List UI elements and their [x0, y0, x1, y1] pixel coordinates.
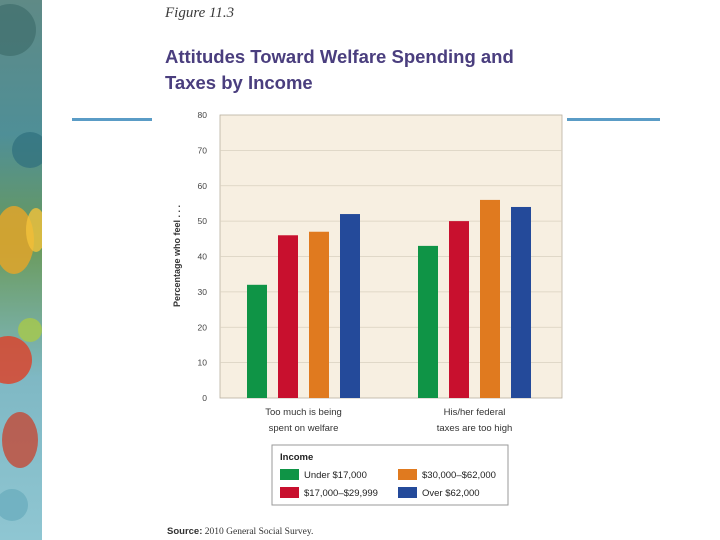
y-tick-label: 50	[198, 216, 208, 226]
y-tick-label: 60	[198, 181, 208, 191]
y-tick-label: 40	[198, 252, 208, 262]
chart-title-line-2: Taxes by Income	[165, 72, 313, 93]
decorative-strip-art	[0, 0, 42, 540]
legend-box	[271, 444, 509, 506]
gridlines	[220, 150, 562, 363]
source-note: Source: 2010 General Social Survey.	[167, 526, 313, 537]
y-tick-label: 80	[198, 110, 208, 120]
y-tick-label: 20	[198, 322, 208, 332]
chart-title: Attitudes Toward Welfare Spending and Ta…	[165, 44, 585, 96]
bar--17-000-29-999-0	[278, 235, 298, 398]
legend-swatch	[398, 469, 417, 480]
legend-swatch	[398, 487, 417, 498]
category-label: spent on welfare	[269, 423, 339, 434]
bars	[247, 199, 531, 398]
legend: Income Under $17,000 $30,000–$62,000 $17,0…	[271, 444, 509, 506]
decorative-side-strip	[0, 0, 42, 540]
figure-label: Figure 11.3	[165, 5, 235, 21]
bar--30-000-62-000-0	[309, 231, 329, 398]
chart-title-line-1: Attitudes Toward Welfare Spending and	[165, 46, 514, 67]
source-text: 2010 General Social Survey.	[204, 527, 314, 537]
category-label: His/her federal	[444, 407, 506, 418]
y-tick-label: 30	[198, 287, 208, 297]
y-axis-label: Percentage who feel . . .	[172, 205, 182, 307]
source-label: Source:	[167, 526, 203, 537]
bar--17-000-29-999-1	[449, 221, 469, 398]
y-axis-ticks: 0 10 20 30 40 50 60 70 80	[198, 110, 208, 403]
y-tick-label: 70	[198, 145, 208, 155]
legend-items: Under $17,000 $30,000–$62,000 $17,000–$29,…	[280, 469, 496, 499]
bar--30-000-62-000-1	[480, 199, 500, 398]
legend-label: $17,000–$29,999	[304, 488, 378, 499]
decorative-rule-right	[567, 118, 660, 121]
y-tick-label: 0	[202, 393, 207, 403]
bar-under-17-000-1	[418, 245, 438, 398]
legend-title: Income	[280, 452, 313, 463]
legend-swatch	[280, 487, 299, 498]
legend-label: $30,000–$62,000	[422, 470, 496, 481]
bar-over-62-000-1	[511, 206, 531, 398]
legend-swatch	[280, 469, 299, 480]
category-label: taxes are too high	[437, 423, 513, 434]
category-label: Too much is being	[265, 407, 342, 418]
legend-label: Over $62,000	[422, 488, 480, 499]
x-axis-category-labels: Too much is being spent on welfare His/her…	[265, 407, 512, 434]
bar-under-17-000-0	[247, 284, 267, 398]
legend-label: Under $17,000	[304, 470, 367, 481]
bar-over-62-000-0	[340, 214, 360, 398]
decorative-rule-left	[72, 118, 152, 121]
y-tick-label: 10	[198, 358, 208, 368]
